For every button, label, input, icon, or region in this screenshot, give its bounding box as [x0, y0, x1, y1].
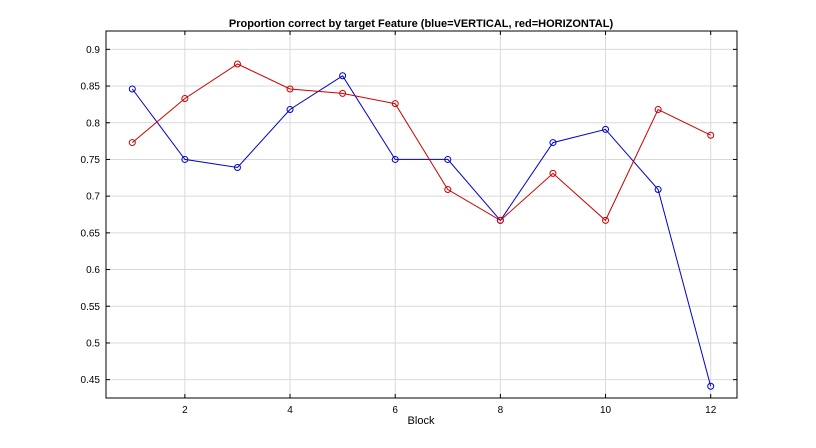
- x-tick-label: 2: [182, 405, 188, 416]
- data-point: [654, 106, 662, 114]
- series-line: [131, 63, 711, 222]
- data-point: [707, 131, 715, 139]
- x-tick-label: 12: [705, 405, 717, 416]
- x-tick-label: 4: [287, 405, 293, 416]
- data-point: [286, 106, 294, 114]
- data-point: [654, 186, 662, 194]
- data-point: [549, 169, 557, 177]
- series-line: [131, 75, 712, 387]
- data-point: [602, 125, 610, 133]
- x-axis-label: Block: [408, 415, 435, 427]
- plot-frame: [105, 30, 738, 399]
- chart-title: Proportion correct by target Feature (bl…: [229, 18, 614, 30]
- y-tick-label: 0.6: [86, 265, 100, 276]
- y-tick-label: 0.75: [81, 155, 101, 166]
- y-tick-label: 0.85: [81, 82, 101, 93]
- data-point: [181, 95, 189, 103]
- data-point: [549, 139, 557, 147]
- data-point: [339, 89, 347, 97]
- y-tick-label: 0.9: [86, 45, 100, 56]
- y-tick-label: 0.7: [86, 192, 100, 203]
- data-point: [391, 100, 399, 108]
- axis-ticks: 0.45 0.5 0.55 0.6 0.65 0.7 0.75 0.8 0.85 0.9 2 4 6 8 1…: [81, 31, 737, 416]
- data-point: [339, 72, 347, 80]
- x-tick-label: 10: [600, 405, 612, 416]
- data-point: [233, 60, 241, 68]
- data-point: [233, 164, 241, 172]
- data-point: [286, 85, 294, 93]
- y-tick-label: 0.5: [86, 338, 100, 349]
- y-tick-label: 0.55: [81, 302, 101, 313]
- data-point: [496, 216, 504, 224]
- y-tick-label: 0.65: [81, 228, 101, 239]
- data-point: [128, 85, 136, 93]
- grid: [106, 31, 737, 398]
- x-tick-label: 8: [498, 405, 504, 416]
- y-tick-label: 0.45: [81, 375, 101, 386]
- data-point: [444, 155, 452, 163]
- data-point: [444, 186, 452, 194]
- series-1: [128, 72, 715, 390]
- data-point: [707, 382, 715, 390]
- series-layer: [128, 60, 715, 390]
- data-point: [602, 216, 610, 224]
- data-point: [391, 155, 399, 163]
- data-point: [181, 155, 189, 163]
- series-2: [128, 60, 715, 224]
- x-tick-label: 6: [392, 405, 398, 416]
- data-point: [128, 139, 136, 147]
- y-tick-label: 0.8: [86, 118, 100, 129]
